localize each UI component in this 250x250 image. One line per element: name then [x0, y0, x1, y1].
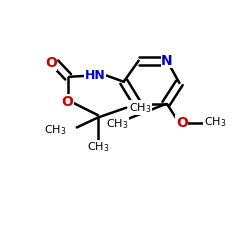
Text: N: N	[161, 54, 173, 68]
Text: O: O	[176, 116, 188, 130]
Text: O: O	[45, 56, 57, 70]
Text: CH$_3$: CH$_3$	[106, 117, 129, 131]
Text: CH$_3$: CH$_3$	[44, 123, 67, 137]
Text: CH$_3$: CH$_3$	[128, 101, 151, 114]
Text: HN: HN	[85, 69, 106, 82]
Text: O: O	[61, 94, 73, 108]
Text: CH$_3$: CH$_3$	[204, 116, 227, 130]
Text: CH$_3$: CH$_3$	[86, 140, 109, 154]
